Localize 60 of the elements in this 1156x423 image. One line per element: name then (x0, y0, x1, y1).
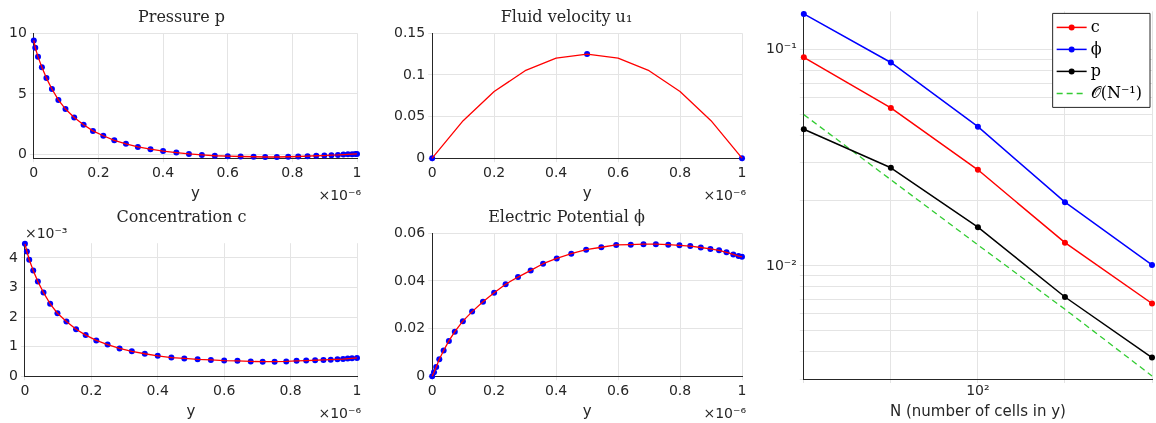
x-tick-label: 0 (29, 164, 39, 181)
x-tick-label: 0.6 (213, 382, 236, 399)
chart-title: Pressure p (137, 6, 226, 26)
y-tick-label: 3 (8, 278, 18, 295)
x-axis-title: y (582, 401, 592, 420)
y-tick-label: 4 (8, 248, 18, 265)
x-tick-label: 0 (427, 382, 437, 399)
x-tick-label: 1 (352, 164, 362, 181)
x-tick-label: 1 (737, 382, 747, 399)
chart-title: Concentration c (116, 206, 247, 226)
x-tick-label: 0.2 (87, 164, 110, 181)
x-axis-title: y (190, 183, 200, 202)
x-tick-label: 0.4 (151, 164, 175, 181)
chart-title: Electric Potential ϕ (488, 206, 645, 226)
x-tick-label: 0.4 (544, 382, 568, 399)
x-axis-title: N (number of cells in y) (889, 401, 1066, 420)
legend-label: ϕ (1090, 38, 1102, 58)
x-tick-label: 0.8 (281, 164, 304, 181)
text: ×10⁻⁶ (318, 404, 362, 421)
y-tick-label: 0.15 (394, 23, 426, 40)
y-tick-label: 5 (17, 84, 27, 101)
x-tick-label: 0.2 (483, 164, 506, 181)
x-tick-label: 0.4 (544, 164, 568, 181)
x-tick-label: 1 (737, 164, 747, 181)
x-tick-label: 0.6 (216, 164, 239, 181)
x-axis-title: y (582, 183, 592, 202)
x-tick-label: 0.6 (606, 382, 630, 399)
x-tick-label: 0.2 (483, 382, 506, 399)
y-tick-label: 10⁻² (765, 256, 797, 273)
x-tick-label: 0.8 (668, 164, 692, 181)
y-tick-label: 0.05 (394, 107, 426, 124)
text: ×10⁻⁶ (703, 186, 747, 203)
text: ×10⁻⁶ (703, 404, 747, 421)
y-tick-label: 10 (8, 23, 27, 40)
legend-label: 𝒪(N⁻¹) (1090, 82, 1142, 102)
y-tick-label: 2 (8, 307, 18, 324)
y-tick-label: 0 (8, 366, 18, 383)
x-tick-label: 0.8 (668, 382, 692, 399)
y-tick-label: 0.04 (394, 271, 426, 288)
chart-title: Fluid velocity u₁ (500, 6, 633, 26)
text: ×10⁻³ (24, 224, 68, 241)
text: 10² (966, 381, 990, 398)
x-axis-title: y (186, 401, 196, 420)
x-tick-label: 0.6 (606, 164, 630, 181)
y-tick-label: 0.1 (402, 65, 426, 82)
x-tick-label: 0.2 (80, 382, 103, 399)
y-tick-label: 0.02 (394, 319, 426, 336)
y-tick-label: 0 (416, 366, 426, 383)
y-tick-label: 0.06 (394, 223, 426, 240)
text: ×10⁻⁶ (318, 186, 362, 203)
y-tick-label: 10⁻¹ (765, 40, 797, 57)
y-tick-label: 0 (416, 148, 426, 165)
x-tick-label: 1 (352, 382, 362, 399)
legend-label: c (1090, 16, 1100, 36)
legend-label: p (1090, 60, 1101, 80)
x-tick-label: 0 (427, 164, 437, 181)
x-tick-label: 0.4 (146, 382, 169, 399)
y-tick-label: 0 (17, 145, 27, 162)
y-tick-label: 1 (8, 337, 18, 354)
x-tick-label: 0.8 (279, 382, 302, 399)
